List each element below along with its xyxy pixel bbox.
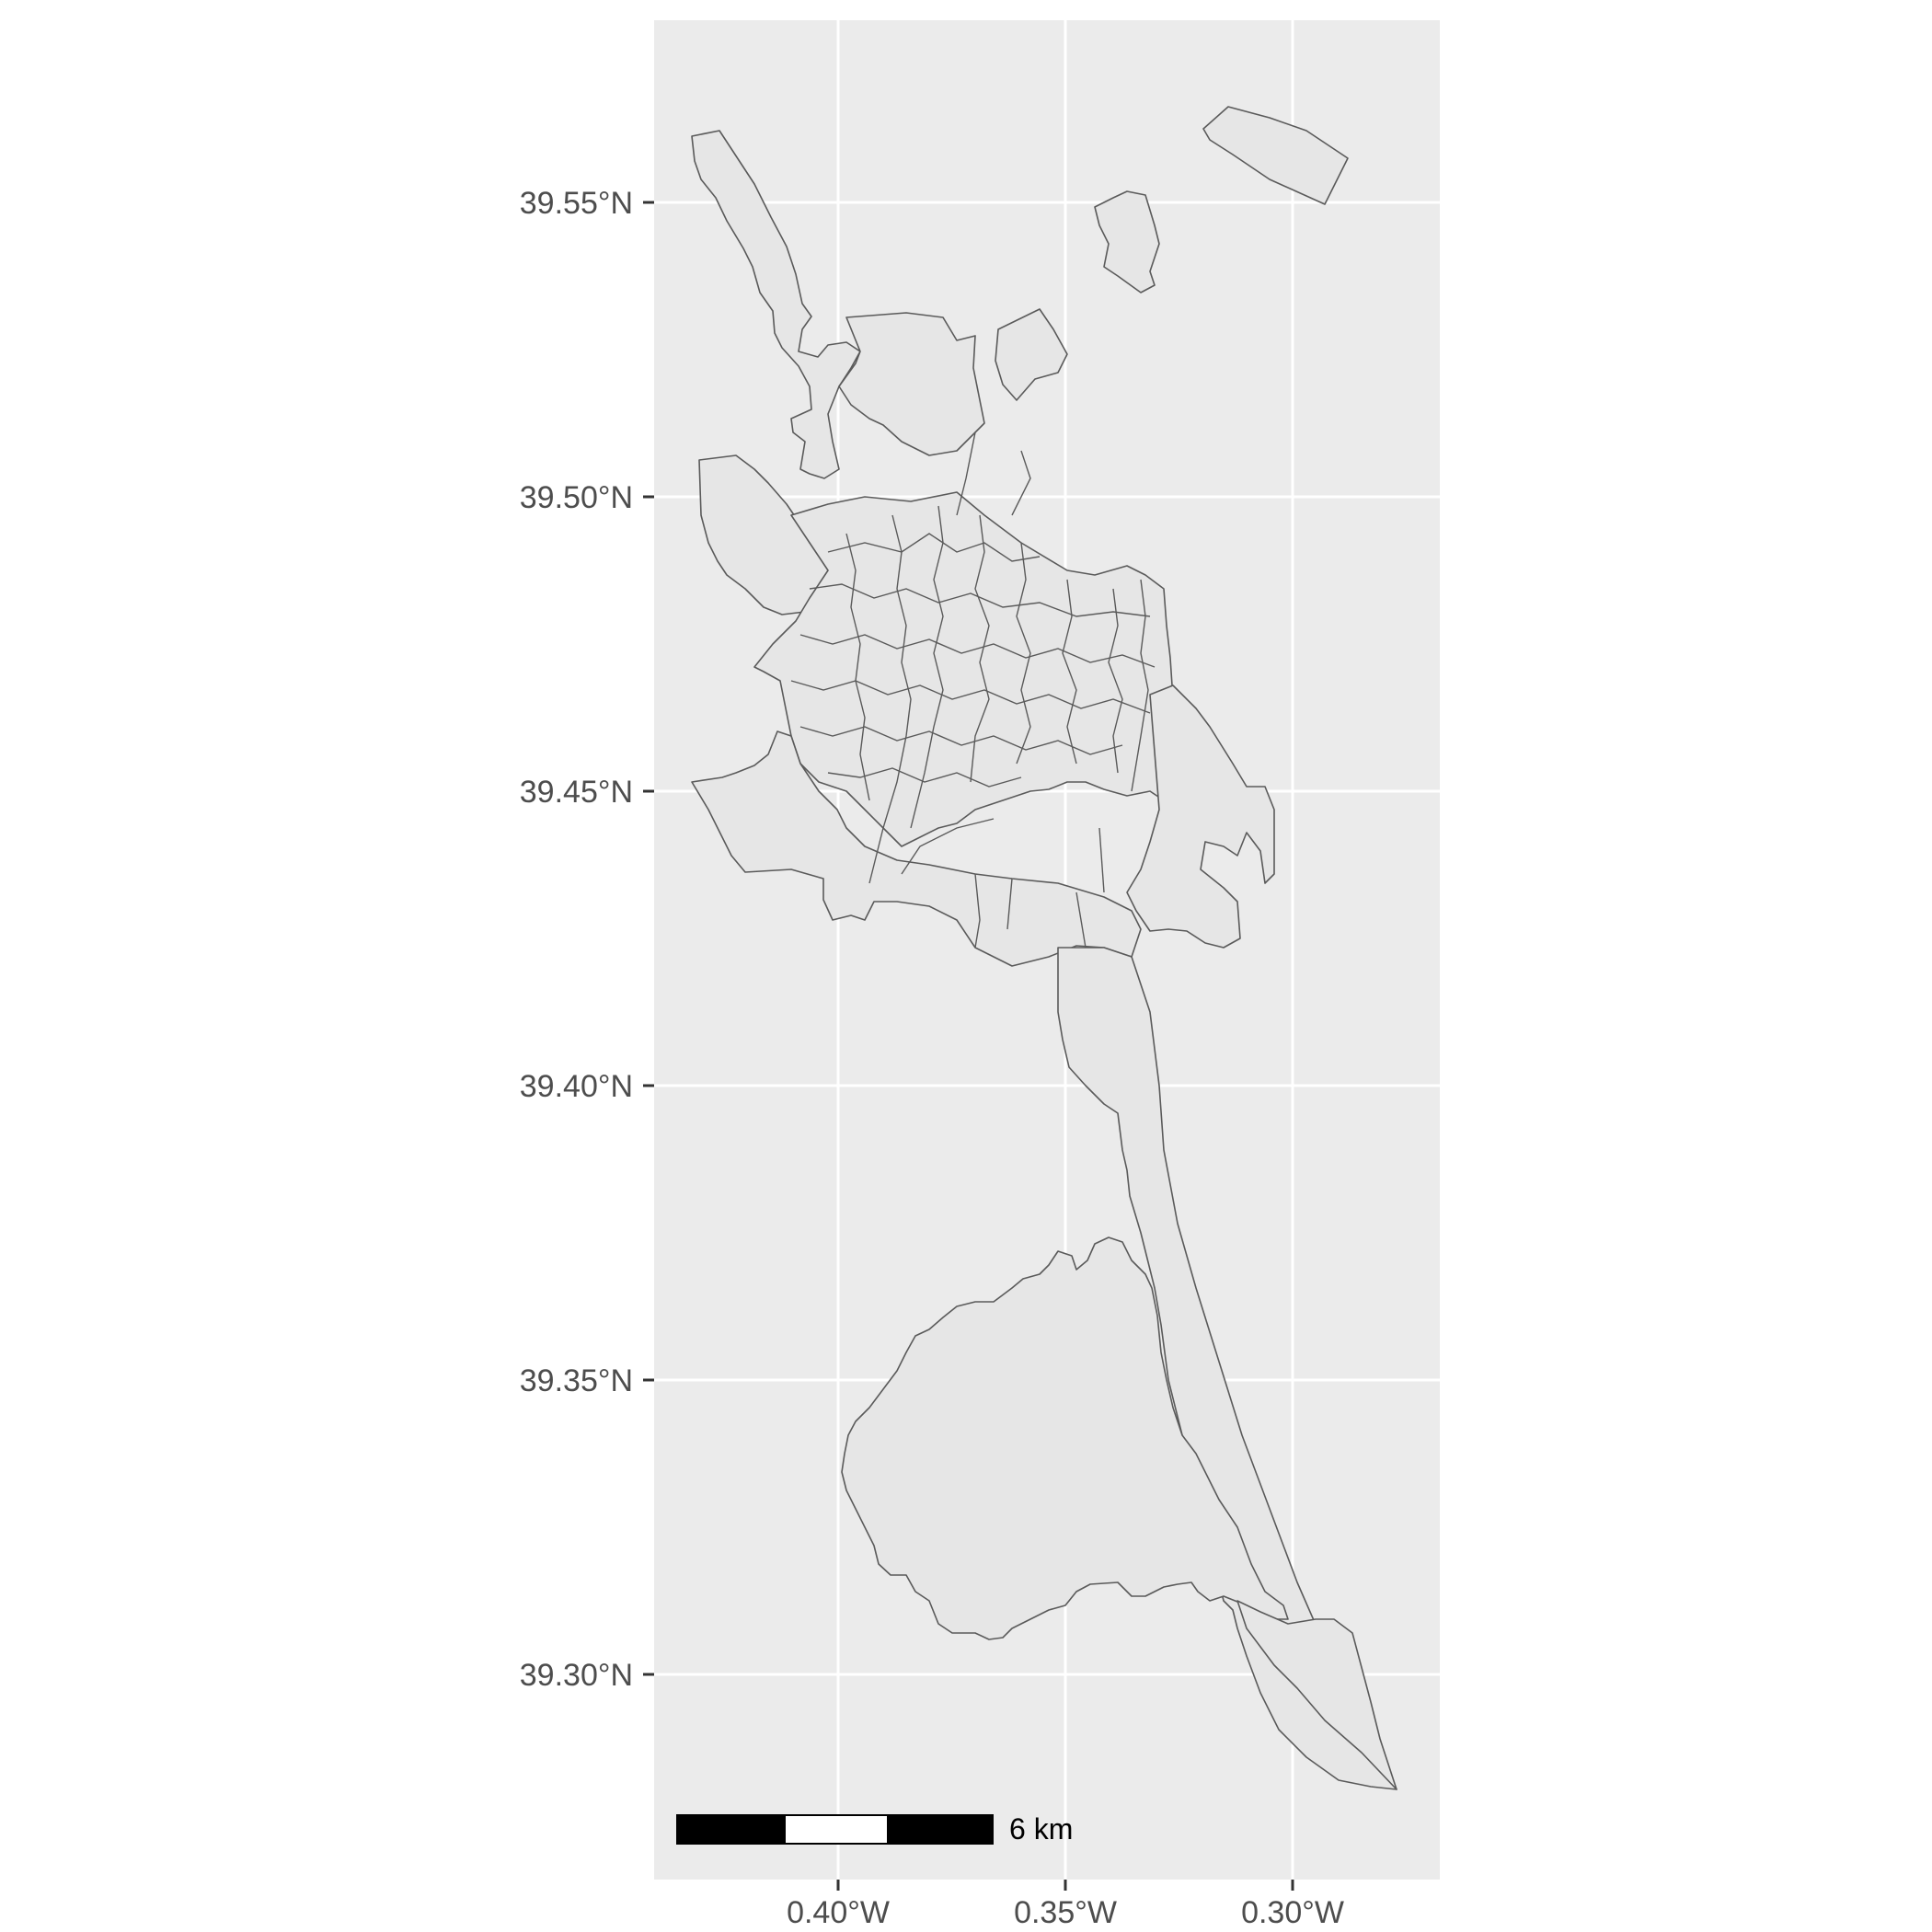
subdivision-line <box>790 680 1151 714</box>
x-tick-label: 0.35°W <box>1014 1895 1117 1930</box>
subdivision-line <box>1062 579 1077 765</box>
polygon-north-island-b <box>1094 190 1160 293</box>
polygon-south-wetland <box>1236 1600 1397 1790</box>
scale-bar-segment-1 <box>676 1814 786 1845</box>
scale-bar-segment-3 <box>887 1814 994 1845</box>
subdivision-line <box>1108 588 1123 774</box>
polygon-northeast-strip <box>1202 106 1349 205</box>
district-polygons <box>691 106 1397 1790</box>
subdivision-line <box>974 873 981 949</box>
subdivision-line <box>1006 878 1013 930</box>
x-axis: 0.40°W 0.35°W 0.30°W <box>787 1880 1344 1930</box>
polygon-albufera <box>841 1236 1289 1640</box>
subdivision-line <box>799 634 1156 668</box>
scale-bar: 6 km <box>676 1812 1073 1846</box>
subdivision-line <box>868 514 912 884</box>
y-tick-label: 39.40°N <box>520 1069 633 1104</box>
y-tick-label: 39.30°N <box>520 1658 633 1693</box>
subdivision-line <box>1131 579 1149 792</box>
polygon-coastal-strip <box>1057 947 1397 1790</box>
x-tick-label: 0.40°W <box>787 1895 890 1930</box>
y-tick-label: 39.45°N <box>520 775 633 810</box>
y-tick-label: 39.55°N <box>520 186 633 221</box>
subdivision-line <box>809 583 1151 617</box>
subdivision-line <box>1075 891 1087 949</box>
polygon-north-strip <box>691 130 861 479</box>
x-tick-label: 0.30°W <box>1241 1895 1344 1930</box>
scale-bar-label: 6 km <box>1009 1812 1073 1846</box>
y-tick-label: 39.35°N <box>520 1363 633 1398</box>
subdivision-line <box>1011 450 1031 516</box>
y-tick-label: 39.50°N <box>520 480 633 515</box>
y-axis: 39.55°N 39.50°N 39.45°N 39.40°N 39.35°N 39.30… <box>520 186 654 1693</box>
subdivision-line <box>910 505 944 829</box>
polygon-urban-core <box>753 491 1188 847</box>
subdivision-line <box>1016 542 1031 765</box>
subdivision-line <box>1098 827 1105 893</box>
scale-bar-segment-2 <box>784 1814 889 1845</box>
urban-subdivisions <box>790 431 1156 949</box>
subdivision-line <box>970 514 990 783</box>
subdivision-line <box>845 533 870 801</box>
subdivision-line <box>956 431 976 516</box>
polygon-port <box>1126 684 1275 949</box>
polygon-northwest-block <box>838 312 985 456</box>
subdivision-line <box>827 767 1022 788</box>
subdivision-line <box>799 726 1123 755</box>
subdivision-line <box>901 818 995 875</box>
polygon-north-island-a <box>995 308 1068 401</box>
